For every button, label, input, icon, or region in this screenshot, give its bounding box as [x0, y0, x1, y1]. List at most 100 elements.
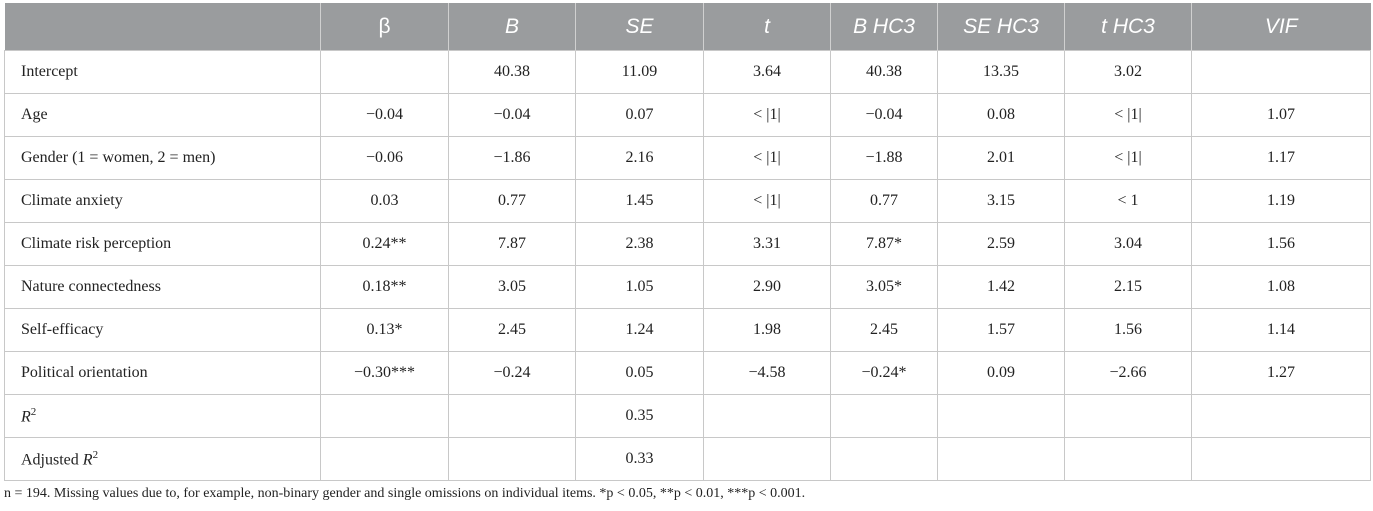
cell-empty [703, 394, 831, 438]
header-row: β B SE t B HC3 SE HC3 t HC3 VIF [4, 3, 1371, 51]
cell-b-hc3: −1.88 [830, 136, 938, 180]
header-se-hc3: SE HC3 [937, 3, 1065, 51]
cell-se: 2.38 [575, 222, 704, 266]
adjusted-r-symbol: R [82, 451, 93, 469]
cell-b-hc3: 2.45 [830, 308, 938, 352]
cell-se-hc3: 3.15 [937, 179, 1065, 223]
cell-t-hc3: 2.15 [1064, 265, 1192, 309]
cell-b-hc3: 7.87* [830, 222, 938, 266]
cell-t: 3.31 [703, 222, 831, 266]
cell-beta: −0.04 [320, 93, 449, 137]
table-footnote: n = 194. Missing values due to, for exam… [4, 486, 806, 501]
header-b-hc3: B HC3 [830, 3, 938, 51]
cell-t: < |1| [703, 93, 831, 137]
regression-table-container: β B SE t B HC3 SE HC3 t HC3 VIF Intercep… [4, 3, 1371, 481]
header-t: t [703, 3, 831, 51]
cell-empty [937, 394, 1065, 438]
cell-t: < |1| [703, 179, 831, 223]
cell-empty [1191, 437, 1371, 481]
r-squared-label: R2 [4, 394, 321, 438]
cell-empty [448, 437, 576, 481]
cell-se: 1.05 [575, 265, 704, 309]
cell-t-hc3: 1.56 [1064, 308, 1192, 352]
cell-empty [703, 437, 831, 481]
row-label: Self-efficacy [4, 308, 321, 352]
table-row: Self-efficacy 0.13* 2.45 1.24 1.98 2.45 … [4, 308, 1371, 352]
cell-empty [1064, 437, 1192, 481]
cell-vif: 1.19 [1191, 179, 1371, 223]
cell-empty [1064, 394, 1192, 438]
cell-b: −0.24 [448, 351, 576, 395]
cell-beta: −0.06 [320, 136, 449, 180]
row-label: Political orientation [4, 351, 321, 395]
cell-vif: 1.14 [1191, 308, 1371, 352]
cell-se: 0.07 [575, 93, 704, 137]
cell-vif: 1.27 [1191, 351, 1371, 395]
cell-b: 7.87 [448, 222, 576, 266]
header-beta: β [320, 3, 449, 51]
cell-b-hc3: −0.04 [830, 93, 938, 137]
cell-empty [320, 437, 449, 481]
cell-b-hc3: 3.05* [830, 265, 938, 309]
cell-vif [1191, 50, 1371, 94]
cell-b-hc3: −0.24* [830, 351, 938, 395]
row-label: Climate risk perception [4, 222, 321, 266]
cell-empty [320, 394, 449, 438]
cell-b: 40.38 [448, 50, 576, 94]
cell-b: 3.05 [448, 265, 576, 309]
adjusted-r-squared-row: Adjusted R2 0.33 [4, 437, 1371, 481]
cell-empty [1191, 394, 1371, 438]
table-row: Age −0.04 −0.04 0.07 < |1| −0.04 0.08 < … [4, 93, 1371, 137]
header-t-hc3: t HC3 [1064, 3, 1192, 51]
cell-vif: 1.17 [1191, 136, 1371, 180]
cell-se: 0.05 [575, 351, 704, 395]
cell-beta: −0.30*** [320, 351, 449, 395]
cell-empty [830, 437, 938, 481]
header-vif: VIF [1191, 3, 1371, 51]
cell-b: 2.45 [448, 308, 576, 352]
cell-vif: 1.08 [1191, 265, 1371, 309]
cell-beta: 0.24** [320, 222, 449, 266]
adjusted-r-squared-value: 0.33 [575, 437, 704, 481]
r-squared-superscript: 2 [30, 405, 37, 418]
table-row: Political orientation −0.30*** −0.24 0.0… [4, 351, 1371, 395]
row-label: Nature connectedness [4, 265, 321, 309]
cell-empty [830, 394, 938, 438]
cell-beta: 0.03 [320, 179, 449, 223]
cell-b-hc3: 0.77 [830, 179, 938, 223]
table-row: Intercept 40.38 11.09 3.64 40.38 13.35 3… [4, 50, 1371, 94]
cell-empty [937, 437, 1065, 481]
cell-se-hc3: 2.59 [937, 222, 1065, 266]
r-squared-row: R2 0.35 [4, 394, 1371, 438]
cell-t-hc3: < |1| [1064, 136, 1192, 180]
cell-vif: 1.07 [1191, 93, 1371, 137]
header-se: SE [575, 3, 704, 51]
cell-se-hc3: 0.09 [937, 351, 1065, 395]
row-label: Intercept [4, 50, 321, 94]
cell-t: 1.98 [703, 308, 831, 352]
cell-t: < |1| [703, 136, 831, 180]
cell-se-hc3: 2.01 [937, 136, 1065, 180]
cell-t: −4.58 [703, 351, 831, 395]
cell-se: 2.16 [575, 136, 704, 180]
r-squared-symbol: R [21, 408, 31, 426]
cell-t-hc3: −2.66 [1064, 351, 1192, 395]
cell-se-hc3: 13.35 [937, 50, 1065, 94]
cell-b-hc3: 40.38 [830, 50, 938, 94]
cell-beta: 0.18** [320, 265, 449, 309]
row-label: Gender (1 = women, 2 = men) [4, 136, 321, 180]
table-row: Gender (1 = women, 2 = men) −0.06 −1.86 … [4, 136, 1371, 180]
row-label: Age [4, 93, 321, 137]
cell-se-hc3: 1.42 [937, 265, 1065, 309]
cell-t: 2.90 [703, 265, 831, 309]
row-label: Climate anxiety [4, 179, 321, 223]
cell-beta: 0.13* [320, 308, 449, 352]
cell-se: 1.45 [575, 179, 704, 223]
cell-vif: 1.56 [1191, 222, 1371, 266]
table-row: Climate anxiety 0.03 0.77 1.45 < |1| 0.7… [4, 179, 1371, 223]
cell-t-hc3: < |1| [1064, 93, 1192, 137]
adjusted-r-superscript: 2 [92, 448, 99, 461]
header-label [4, 3, 321, 51]
adjusted-r-squared-label: Adjusted R2 [4, 437, 321, 481]
cell-t-hc3: 3.02 [1064, 50, 1192, 94]
